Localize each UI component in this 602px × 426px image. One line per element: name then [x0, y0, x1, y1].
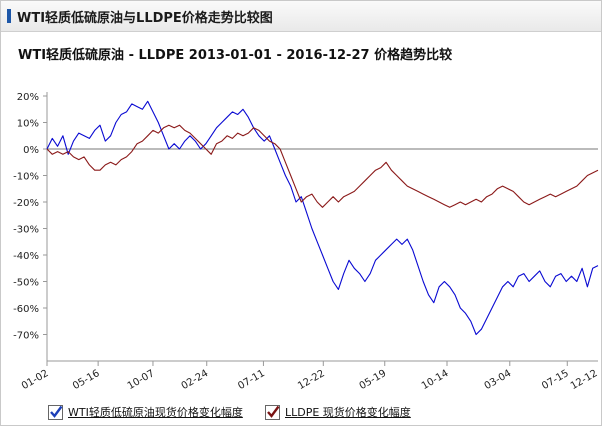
- series-line-wti: [46, 100, 599, 336]
- y-tick-label: -70%: [13, 331, 39, 342]
- y-tick-label: -30%: [13, 225, 39, 236]
- x-tick-label: 10-07: [126, 368, 157, 392]
- legend-item-lldpe[interactable]: LLDPE 现货价格变化幅度: [265, 404, 411, 420]
- y-tick-label: -50%: [13, 278, 39, 289]
- x-tick-label: 01-02: [20, 368, 51, 392]
- series-line-lldpe: [46, 124, 599, 208]
- x-tick-label: 07-15: [540, 368, 571, 392]
- legend-label-lldpe: LLDPE 现货价格变化幅度: [285, 406, 411, 419]
- y-tick-label: -60%: [13, 304, 39, 315]
- x-tick-label: 07-11: [236, 368, 267, 392]
- x-tick-label: 02-24: [180, 368, 211, 392]
- header-bar: WTI轻质低硫原油与LLDPE价格走势比较图: [1, 1, 601, 32]
- legend-checkbox-wti[interactable]: [48, 404, 63, 420]
- header-title: WTI轻质低硫原油与LLDPE价格走势比较图: [17, 11, 273, 26]
- legend-label-wti: WTI轻质低硫原油现货价格变化幅度: [68, 406, 243, 419]
- x-tick-label: 05-19: [358, 368, 389, 392]
- y-tick-label: -40%: [13, 251, 39, 262]
- x-tick-label: 12-22: [296, 368, 327, 392]
- legend-item-wti[interactable]: WTI轻质低硫原油现货价格变化幅度: [48, 404, 243, 420]
- y-tick-label: -20%: [13, 198, 39, 209]
- y-tick-label: 20%: [17, 92, 39, 103]
- y-tick-label: 10%: [17, 119, 39, 130]
- title-marker: [7, 9, 11, 23]
- x-tick-label: 10-14: [420, 368, 451, 392]
- x-tick-label: 12-12: [569, 368, 600, 392]
- chart-title: WTI轻质低硫原油 - LLDPE 2013-01-01 - 2016-12-2…: [18, 48, 453, 63]
- legend-checkbox-lldpe[interactable]: [265, 404, 280, 420]
- x-tick-label: 05-16: [71, 368, 102, 392]
- x-tick-label: 03-04: [483, 368, 514, 392]
- y-tick-label: 0%: [23, 145, 39, 156]
- y-tick-label: -10%: [13, 172, 39, 183]
